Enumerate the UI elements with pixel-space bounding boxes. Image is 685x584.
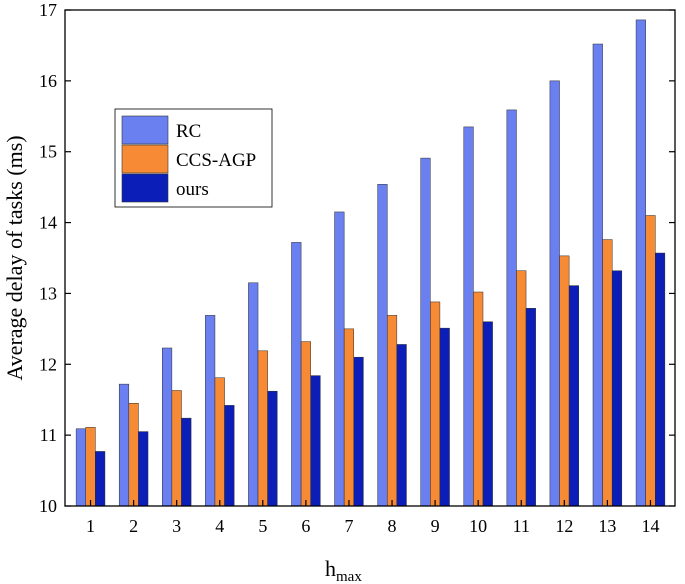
bar-ccs-agp-12 [559, 255, 570, 507]
bar-ours-2 [138, 431, 149, 507]
x-tick-label-4: 4 [215, 516, 224, 536]
bar-ours-7 [353, 356, 364, 507]
y-axis-title: Average delay of tasks (ms) [2, 135, 27, 380]
bar-ours-10 [482, 321, 493, 507]
y-tick-label-13: 13 [39, 283, 57, 303]
legend-label-rc: RC [176, 121, 201, 142]
x-axis-title: hmax [325, 556, 362, 584]
x-tick-label-13: 13 [598, 516, 616, 536]
bar-ours-11 [525, 308, 536, 507]
legend-swatch-ours [121, 173, 169, 203]
bar-rc-8 [377, 184, 388, 507]
bar-ccs-agp-11 [516, 270, 527, 507]
y-tick-label-15: 15 [39, 142, 57, 162]
legend-label-ccs-agp: CCS-AGP [176, 150, 256, 171]
y-tick-label-17: 17 [39, 0, 57, 20]
x-tick-label-14: 14 [641, 516, 659, 536]
bar-ccs-agp-7 [343, 328, 355, 507]
x-tick-label-1: 1 [86, 516, 95, 536]
bar-ours-9 [439, 327, 450, 507]
bar-ours-1 [95, 451, 106, 507]
bar-ccs-agp-14 [645, 215, 656, 507]
bar-rc-1 [75, 428, 86, 507]
bar-ours-5 [267, 390, 278, 507]
legend: RC CCS-AGP ours [114, 108, 273, 208]
bar-rc-13 [592, 43, 603, 507]
x-axis-title-subscript: max [336, 569, 362, 584]
bar-ours-8 [396, 344, 407, 507]
x-axis-title-main: h [325, 556, 336, 581]
bar-ccs-agp-4 [214, 377, 225, 507]
bar-ours-4 [224, 405, 235, 507]
x-tick-label-12: 12 [555, 516, 573, 536]
x-tick-label-8: 8 [388, 516, 397, 536]
bar-ours-3 [181, 417, 192, 507]
x-tick-label-3: 3 [172, 516, 181, 536]
bar-ccs-agp-2 [128, 403, 139, 507]
bar-ccs-agp-5 [257, 350, 268, 507]
bar-ccs-agp-3 [171, 390, 182, 507]
legend-swatch-rc [121, 115, 169, 145]
bar-rc-10 [463, 126, 474, 507]
x-tick-label-5: 5 [258, 516, 267, 536]
bar-ccs-agp-9 [430, 301, 441, 507]
bar-ccs-agp-1 [85, 427, 96, 507]
bar-ccs-agp-10 [473, 291, 484, 507]
bar-ours-13 [611, 270, 623, 507]
bar-rc-4 [205, 315, 216, 507]
y-tick-label-10: 10 [39, 496, 57, 516]
y-tick-label-11: 11 [40, 425, 57, 445]
x-tick-label-7: 7 [344, 516, 353, 536]
x-axis: 1 2 3 4 5 6 7 8 9 10 11 12 13 14 [86, 500, 659, 536]
bar-rc-2 [118, 383, 130, 507]
bar-ccs-agp-8 [386, 315, 398, 507]
bar-rc-5 [248, 282, 259, 507]
bar-rc-7 [334, 211, 345, 507]
bar-rc-12 [549, 80, 560, 507]
bar-rc-3 [162, 347, 173, 507]
x-tick-label-10: 10 [469, 516, 487, 536]
legend-swatch-ccs-agp [121, 144, 169, 174]
y-axis: 10 11 12 13 14 15 16 17 [39, 0, 675, 516]
y-tick-label-16: 16 [39, 71, 57, 91]
y-tick-label-14: 14 [39, 213, 57, 233]
bars-layer [75, 19, 666, 507]
bar-ours-6 [310, 375, 321, 507]
bar-ours-12 [568, 285, 579, 507]
bar-rc-14 [635, 19, 646, 507]
bar-ours-14 [655, 252, 666, 507]
bar-ccs-agp-13 [602, 239, 613, 507]
bar-rc-11 [506, 109, 517, 507]
x-tick-label-2: 2 [129, 516, 138, 536]
y-tick-label-12: 12 [39, 354, 57, 374]
bar-rc-9 [420, 157, 431, 507]
plot-frame [64, 9, 676, 507]
legend-label-ours: ours [176, 179, 209, 200]
x-tick-label-11: 11 [513, 516, 530, 536]
x-tick-label-9: 9 [431, 516, 440, 536]
x-tick-label-6: 6 [301, 516, 310, 536]
bar-ccs-agp-6 [300, 341, 311, 507]
bar-rc-6 [291, 242, 302, 507]
